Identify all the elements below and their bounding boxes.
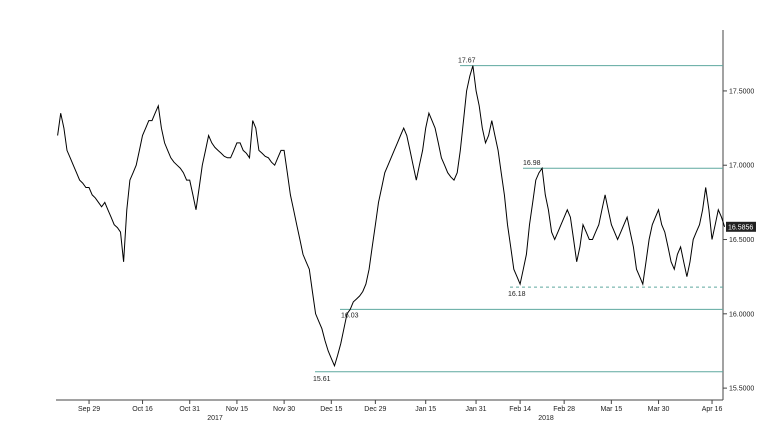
x-tick-label: Feb 28	[553, 406, 575, 413]
price-line	[57, 65, 726, 368]
level-label: 16.98	[523, 160, 541, 167]
x-tick-label: Oct 16	[132, 406, 153, 413]
level-label: 17.67	[458, 58, 476, 65]
level-label: 16.18	[508, 291, 526, 298]
x-tick-label: Dec 15	[320, 406, 342, 413]
y-tick-label: 16.5000	[729, 237, 754, 244]
y-tick-label: 17.0000	[729, 163, 754, 170]
x-year-label: 2018	[538, 415, 554, 422]
x-tick-label: Jan 31	[466, 406, 487, 413]
x-tick-label: Nov 15	[226, 406, 248, 413]
x-tick-label: Nov 30	[273, 406, 295, 413]
level-label: 15.61	[313, 376, 331, 383]
y-tick-label: 17.5000	[729, 88, 754, 95]
x-tick-label: Mar 30	[648, 406, 670, 413]
y-tick-label: 15.5000	[729, 386, 754, 393]
x-tick-label: Dec 29	[364, 406, 386, 413]
x-tick-label: Oct 31	[179, 406, 200, 413]
x-tick-label: Mar 15	[600, 406, 622, 413]
last-value-box	[726, 221, 756, 232]
x-tick-label: Jan 15	[415, 406, 436, 413]
x-tick-label: Sep 29	[78, 406, 100, 413]
level-label: 16.03	[341, 312, 359, 319]
last-value-label: 16.5856	[728, 224, 753, 231]
y-tick-label: 16.0000	[729, 311, 754, 318]
x-tick-label: Apr 16	[702, 406, 723, 413]
x-tick-label: Feb 14	[509, 406, 531, 413]
x-year-label: 2017	[207, 415, 223, 422]
